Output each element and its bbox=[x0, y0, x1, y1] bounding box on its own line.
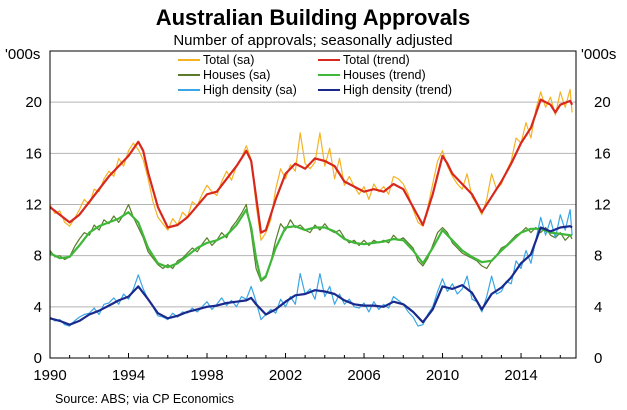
series-line-0 bbox=[49, 88, 573, 241]
x-tick-label: 2010 bbox=[426, 367, 459, 384]
series-line-5 bbox=[49, 225, 573, 326]
legend-label: Houses (trend) bbox=[343, 68, 426, 82]
legend-label: Houses (sa) bbox=[203, 68, 270, 82]
x-tick-label: 1990 bbox=[33, 367, 66, 384]
y-axis-unit-right: '000s bbox=[581, 46, 616, 63]
y-tick-label-left: 12 bbox=[25, 197, 42, 214]
y-axis-right: 0 4 8 12 16 20 bbox=[594, 94, 611, 367]
x-axis: 1990 1994 1998 2002 2006 2010 2014 bbox=[33, 367, 537, 384]
chart-subtitle: Number of approvals; seasonally adjusted bbox=[173, 32, 452, 49]
y-tick-label-right: 20 bbox=[594, 94, 611, 111]
series-line-2 bbox=[49, 203, 573, 282]
y-tick-label-left: 0 bbox=[34, 350, 42, 367]
y-axis-unit-left: '000s bbox=[5, 46, 40, 63]
x-tick-label: 2014 bbox=[504, 367, 537, 384]
plot-frame bbox=[49, 50, 577, 359]
y-tick-label-left: 4 bbox=[34, 299, 42, 316]
y-tick-label-left: 8 bbox=[34, 248, 42, 265]
plot-area bbox=[49, 88, 574, 327]
legend-label: High density (trend) bbox=[343, 83, 452, 97]
y-tick-label-right: 16 bbox=[594, 145, 611, 162]
x-tick-label: 1998 bbox=[190, 367, 223, 384]
x-tick-label: 2002 bbox=[269, 367, 302, 384]
x-tick-label: 2006 bbox=[347, 367, 380, 384]
y-tick-label-left: 20 bbox=[25, 94, 42, 111]
legend-label: Total (sa) bbox=[203, 53, 254, 67]
x-tick-label: 1994 bbox=[112, 367, 145, 384]
y-axis-left: 0 4 8 12 16 20 bbox=[25, 94, 42, 367]
legend-label: High density (sa) bbox=[203, 83, 297, 97]
series-line-1 bbox=[49, 98, 574, 234]
axis-ticks bbox=[49, 353, 561, 358]
y-tick-label-right: 4 bbox=[594, 299, 602, 316]
y-tick-label-left: 16 bbox=[25, 145, 42, 162]
series-line-4 bbox=[49, 209, 573, 327]
legend: Total (sa)Houses (sa)High density (sa) To… bbox=[178, 53, 452, 97]
series-line-3 bbox=[49, 208, 573, 282]
source-note: Source: ABS; via CP Economics bbox=[55, 392, 234, 406]
chart-title: Australian Building Approvals bbox=[156, 5, 471, 30]
y-tick-label-right: 0 bbox=[594, 350, 602, 367]
legend-label: Total (trend) bbox=[343, 53, 410, 67]
y-tick-label-right: 12 bbox=[594, 197, 611, 214]
y-tick-label-right: 8 bbox=[594, 248, 602, 265]
gridlines bbox=[50, 101, 576, 308]
